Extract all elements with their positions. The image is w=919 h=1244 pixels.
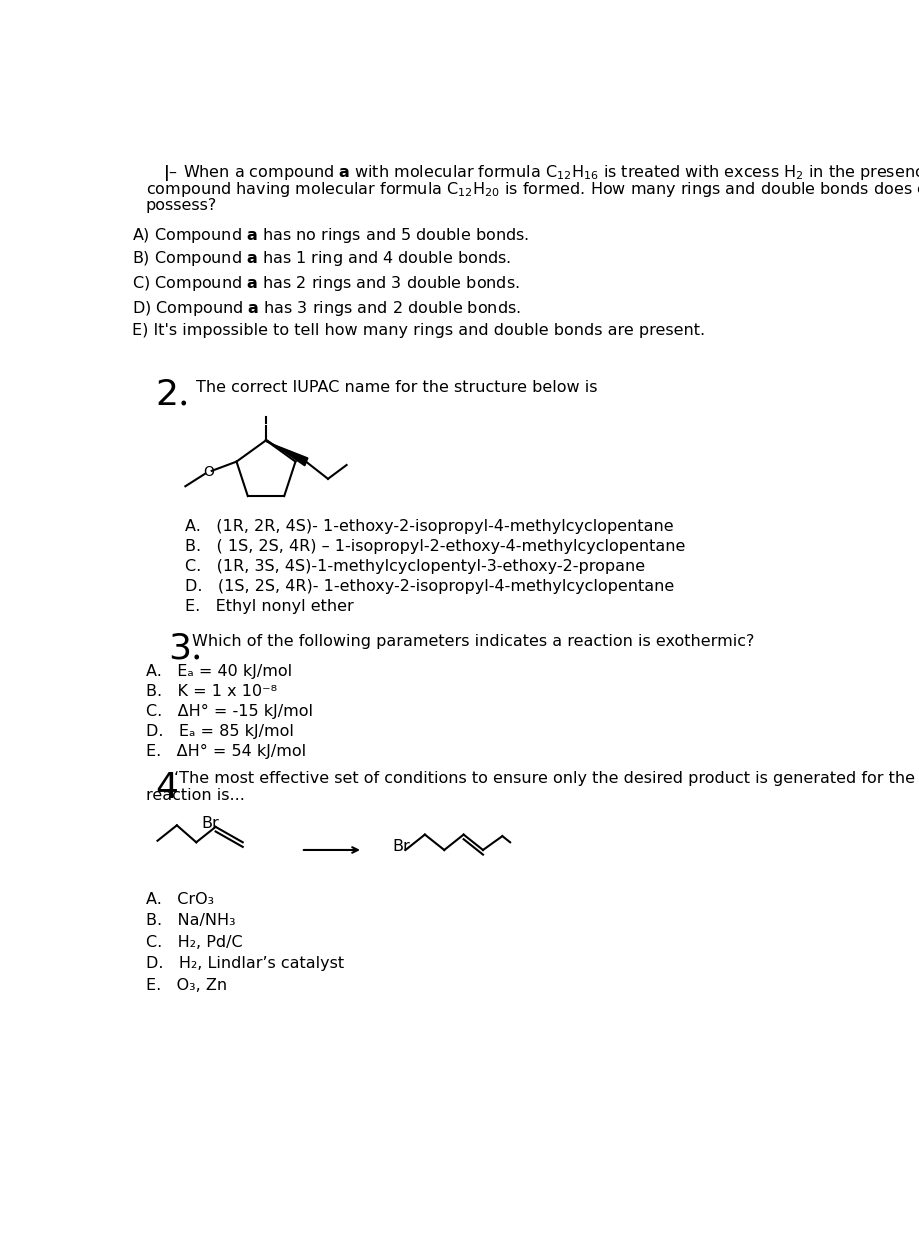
Text: B.   ( 1S, 2S, 4R) – 1-isopropyl-2-ethoxy-4-methylcyclopentane: B. ( 1S, 2S, 4R) – 1-isopropyl-2-ethoxy-… [185, 539, 685, 554]
Text: C.   ΔH° = -15 kJ/mol: C. ΔH° = -15 kJ/mol [146, 704, 312, 719]
Text: E.   O₃, Zn: E. O₃, Zn [146, 978, 227, 993]
Text: A.   Eₐ = 40 kJ/mol: A. Eₐ = 40 kJ/mol [146, 663, 292, 679]
Text: $\mathbf{\vert}$–: $\mathbf{\vert}$– [163, 163, 178, 183]
Text: A.   (1R, 2R, 4S)- 1-ethoxy-2-isopropyl-4-methylcyclopentane: A. (1R, 2R, 4S)- 1-ethoxy-2-isopropyl-4-… [185, 519, 674, 534]
Text: E.   ΔH° = 54 kJ/mol: E. ΔH° = 54 kJ/mol [146, 744, 306, 759]
Text: Br: Br [392, 840, 410, 855]
Text: O: O [203, 464, 214, 479]
Text: D.   Eₐ = 85 kJ/mol: D. Eₐ = 85 kJ/mol [146, 724, 294, 739]
Polygon shape [266, 439, 308, 465]
Text: possess?: possess? [146, 198, 217, 213]
Text: $\mathit{2}$.: $\mathit{2}$. [155, 377, 188, 412]
Text: D) Compound $\mathbf{a}$ has 3 rings and 2 double bonds.: D) Compound $\mathbf{a}$ has 3 rings and… [132, 299, 521, 317]
Text: $\mathit{3}$.: $\mathit{3}$. [167, 631, 200, 666]
Text: D.   H₂, Lindlar’s catalyst: D. H₂, Lindlar’s catalyst [146, 957, 344, 972]
Text: Br: Br [201, 816, 220, 831]
Text: ʻThe most effective set of conditions to ensure only the desired product is gene: ʻThe most effective set of conditions to… [174, 771, 919, 786]
Text: $\mathit{4}$: $\mathit{4}$ [155, 771, 178, 805]
Text: When a compound $\mathbf{a}$ with molecular formula C$_{12}$H$_{16}$ is treated : When a compound $\mathbf{a}$ with molecu… [183, 163, 919, 182]
Text: compound having molecular formula C$_{12}$H$_{20}$ is formed. How many rings and: compound having molecular formula C$_{12… [146, 180, 919, 199]
Text: C.   H₂, Pd/C: C. H₂, Pd/C [146, 934, 243, 949]
Text: E) It's impossible to tell how many rings and double bonds are present.: E) It's impossible to tell how many ring… [132, 323, 705, 338]
Text: B) Compound $\mathbf{a}$ has 1 ring and 4 double bonds.: B) Compound $\mathbf{a}$ has 1 ring and … [132, 249, 511, 269]
Text: The correct IUPAC name for the structure below is: The correct IUPAC name for the structure… [197, 381, 597, 396]
Text: E.   Ethyl nonyl ether: E. Ethyl nonyl ether [185, 598, 354, 615]
Text: reaction is...: reaction is... [146, 789, 244, 804]
Text: Which of the following parameters indicates a reaction is exothermic?: Which of the following parameters indica… [192, 634, 754, 649]
Text: C.   (1R, 3S, 4S)-1-methylcyclopentyl-3-ethoxy-2-propane: C. (1R, 3S, 4S)-1-methylcyclopentyl-3-et… [185, 559, 645, 573]
Text: C) Compound $\mathbf{a}$ has 2 rings and 3 double bonds.: C) Compound $\mathbf{a}$ has 2 rings and… [132, 274, 520, 294]
Text: B.   K = 1 x 10⁻⁸: B. K = 1 x 10⁻⁸ [146, 684, 277, 699]
Text: B.   Na/NH₃: B. Na/NH₃ [146, 913, 235, 928]
Text: A.   CrO₃: A. CrO₃ [146, 892, 214, 907]
Text: A) Compound $\mathbf{a}$ has no rings and 5 double bonds.: A) Compound $\mathbf{a}$ has no rings an… [132, 226, 529, 245]
Text: D.   (1S, 2S, 4R)- 1-ethoxy-2-isopropyl-4-methylcyclopentane: D. (1S, 2S, 4R)- 1-ethoxy-2-isopropyl-4-… [185, 578, 674, 593]
